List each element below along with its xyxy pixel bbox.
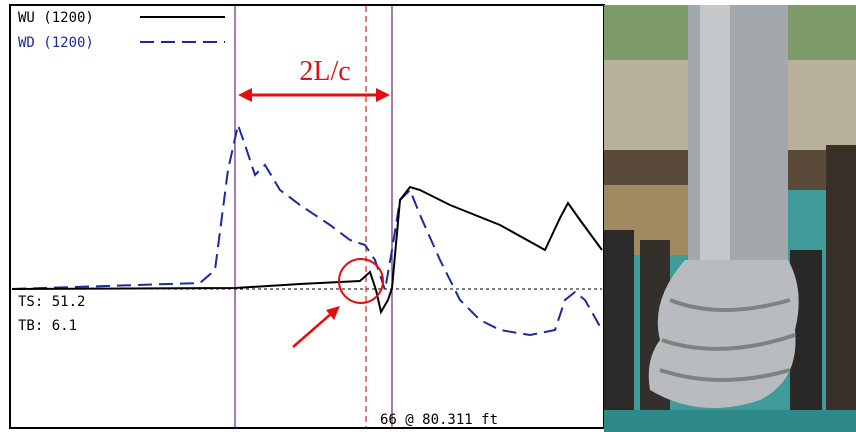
pointer-arrow: [292, 312, 333, 348]
wd-trace: [11, 121, 603, 337]
readout: TB: 6.1: [18, 318, 77, 334]
annotation: 2L/c: [299, 56, 350, 87]
arrow-head: [238, 88, 252, 102]
highlight-circle: [338, 258, 384, 304]
wu-trace: [11, 185, 603, 315]
photo: [604, 5, 856, 432]
readout: TS: 51.2: [18, 294, 85, 310]
plot-frame: [9, 4, 605, 429]
footer: 66 @ 80.311 ft: [380, 412, 498, 428]
legend-label: WD (1200): [18, 35, 94, 51]
arrow-head: [326, 306, 340, 320]
legend-label: WU (1200): [18, 10, 94, 26]
arrow-head: [376, 88, 390, 102]
